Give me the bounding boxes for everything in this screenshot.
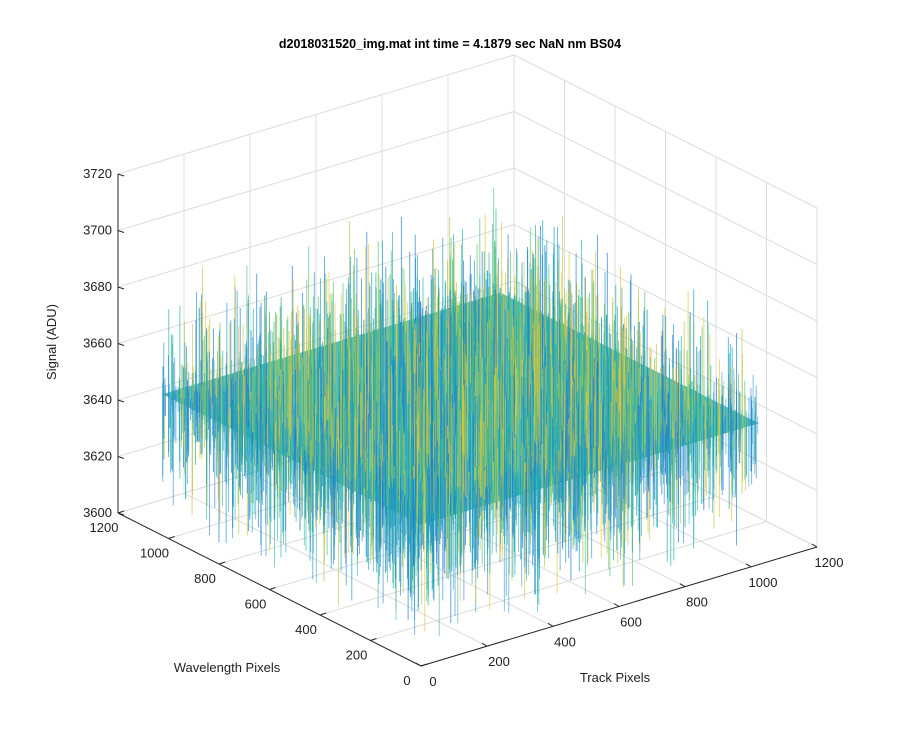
z-tick-label: 3680 [83,279,112,294]
z-tick [117,343,125,346]
back-wall-grid-line [117,111,515,231]
z-tick [117,512,125,516]
x-tick [415,662,422,667]
x-tick-label: 0 [429,674,436,689]
back-wall-grid-line [117,224,515,344]
z-tick [117,399,125,403]
x-tick [547,622,554,627]
x-tick-label: 1000 [749,575,778,590]
z-tick [117,286,125,290]
x-tick [745,563,752,568]
y-tick [269,587,276,590]
y-tick [420,663,428,667]
back-wall-grid-line [117,54,515,175]
z-tick-label: 3600 [83,505,112,520]
surface-mesh [162,187,759,637]
z-tick [117,456,125,459]
x-tick [679,583,686,588]
floor-grid-line [319,495,717,616]
y-tick-label: 800 [194,571,216,586]
tick-labels: 0 200 400 600 800 1000 1200 0 200 400 600 800 1000 12… [83,166,843,689]
z-axis-label: Signal (ADU) [44,304,59,380]
x-tick [481,642,488,647]
y-tick [168,536,175,539]
y-tick-label: 0 [403,673,410,688]
side-wall-grid-line [513,111,818,265]
side-wall-grid-line [513,224,818,378]
x-tick-label: 400 [554,634,576,649]
x-tick-label: 200 [488,654,510,669]
y-tick-label: 400 [295,622,317,637]
x-tick-label: 1200 [815,555,844,570]
y-tick [218,561,226,565]
y-tick [117,510,125,514]
chart-title: d2018031520_img.mat int time = 4.1879 se… [278,37,622,51]
y-tick [370,638,377,641]
y-tick-label: 600 [245,597,267,612]
axis-lines [117,173,818,667]
z-tick-label: 3640 [83,392,112,407]
side-wall-grid-line [513,54,818,209]
y-tick-label: 200 [346,648,368,663]
y-tick-label: 1200 [90,520,119,535]
y-tick [319,612,327,616]
z-tick [117,230,125,233]
z-tick-label: 3720 [83,166,112,181]
side-wall-grid-line [513,167,818,322]
x-tick-label: 600 [620,615,642,630]
z-tick-label: 3620 [83,449,112,464]
floor-grid-line [370,521,767,641]
z-tick [117,173,125,177]
x-tick [613,603,620,607]
z-tick-label: 3700 [83,223,112,238]
y-tick-label: 1000 [140,546,169,561]
x-tick-label: 800 [686,595,708,610]
x-axis-label: Track Pixels [580,670,651,685]
back-wall-grid-line [117,167,515,288]
floor-grid-line [269,470,666,590]
z-tick-label: 3660 [83,336,112,351]
x-tick [811,543,818,548]
y-axis-label: Wavelength Pixels [174,660,281,675]
